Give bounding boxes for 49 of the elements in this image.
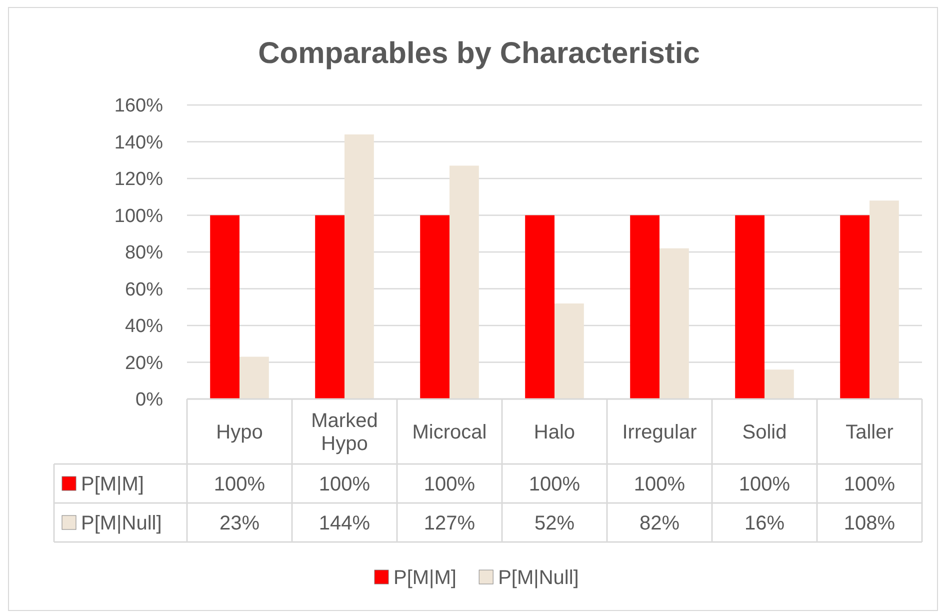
y-tick-label: 100% [114, 206, 164, 227]
data-label: 127% [424, 512, 476, 534]
bar [210, 215, 240, 399]
legend-label: P[M|Null] [81, 512, 162, 534]
x-tick-label: Halo [534, 422, 576, 444]
x-tick-label: Marked Hypo [311, 410, 378, 455]
data-label: 100% [844, 474, 896, 496]
data-label: 108% [844, 512, 896, 534]
data-label: 82% [639, 512, 680, 534]
x-tick-label: Microcal [412, 422, 487, 444]
bar [660, 248, 689, 399]
data-label: 52% [534, 512, 575, 534]
bar [735, 215, 764, 399]
x-tick-label: Solid [742, 422, 787, 444]
data-label: 16% [744, 512, 785, 534]
bar [764, 370, 794, 399]
x-tick-label: Taller [846, 422, 894, 444]
y-tick-label: 40% [124, 316, 164, 338]
x-tick-label: Irregular [622, 422, 698, 444]
bar [525, 215, 554, 399]
y-tick-label: 80% [124, 242, 164, 264]
data-label: 100% [528, 474, 580, 496]
y-tick-label: 140% [114, 132, 164, 154]
y-tick-label: 60% [124, 279, 164, 300]
y-tick-label: 160% [114, 96, 164, 117]
y-tick-label: 120% [114, 169, 164, 190]
y-tick-label: 0% [136, 390, 164, 411]
data-label: 23% [219, 512, 260, 534]
bar [315, 215, 344, 399]
chart-title: Comparables by Characteristic [258, 37, 700, 70]
x-tick-label: Hypo [216, 422, 263, 444]
bar [450, 166, 479, 399]
data-label: 144% [318, 512, 370, 534]
data-label: 100% [634, 474, 686, 496]
y-tick-label: 20% [124, 352, 164, 374]
bar [240, 356, 269, 399]
bar [420, 215, 450, 399]
bar [630, 215, 660, 399]
legend-label: P[M|M] [81, 474, 144, 496]
data-label: 100% [214, 474, 266, 496]
text: P[M|M] [394, 567, 456, 589]
bar [344, 134, 374, 399]
bar [870, 200, 899, 399]
bar [840, 215, 870, 399]
bar [554, 303, 584, 399]
data-label: 100% [318, 474, 370, 496]
data-label: 100% [424, 474, 476, 496]
data-label: 100% [738, 474, 790, 496]
text: P[M|Null] [498, 567, 579, 589]
